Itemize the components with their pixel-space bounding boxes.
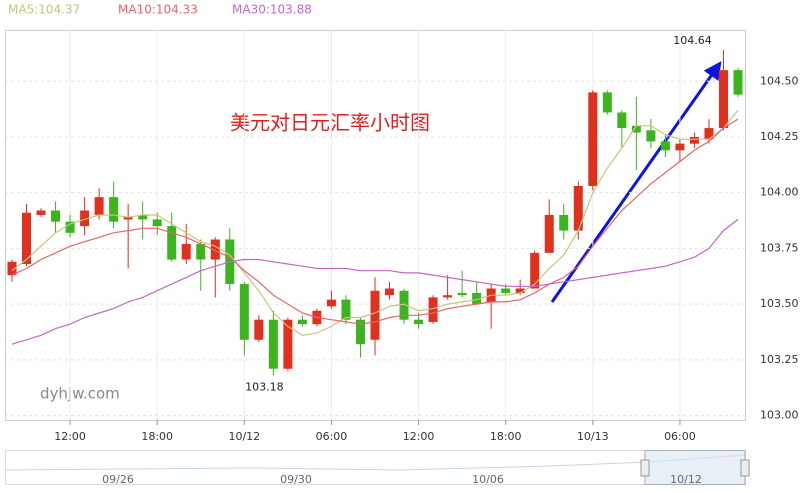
candle-body xyxy=(109,197,119,222)
candle-body xyxy=(167,226,177,260)
navigator-label: 10/06 xyxy=(472,473,504,486)
watermark: dyhjw.com xyxy=(40,385,120,403)
candle-body xyxy=(355,319,365,345)
x-tick-label: 06:00 xyxy=(664,430,696,443)
candle-body xyxy=(36,210,46,215)
candle-body xyxy=(65,221,75,233)
y-tick-label: 103.50 xyxy=(760,297,799,310)
navigator-handle[interactable] xyxy=(740,459,750,477)
ma-line xyxy=(11,118,739,325)
candle-body xyxy=(181,243,191,260)
ma-line xyxy=(11,109,739,336)
candle-body xyxy=(7,261,17,276)
candle-body xyxy=(239,284,249,340)
y-tick-label: 103.75 xyxy=(760,241,799,254)
candle-body xyxy=(704,128,714,140)
y-tick-label: 104.25 xyxy=(760,130,799,143)
candle-body xyxy=(399,290,409,320)
candle-body xyxy=(123,217,133,220)
candle-body xyxy=(631,125,641,133)
candle-body xyxy=(530,252,540,289)
y-tick-label: 103.00 xyxy=(760,409,799,422)
candle-body xyxy=(297,319,307,325)
candle-body xyxy=(617,112,627,129)
candle-body xyxy=(370,290,380,340)
candle-body xyxy=(718,70,728,129)
x-tick-label: 12:00 xyxy=(403,430,435,443)
x-tick-label: 10/13 xyxy=(577,430,609,443)
legend-label: MA5:104.37 xyxy=(8,3,80,17)
candle-body xyxy=(152,219,162,227)
candle-body xyxy=(94,197,104,215)
annotation: 103.18 xyxy=(245,380,284,393)
candle-body xyxy=(501,288,511,293)
candle-body xyxy=(646,130,656,142)
candle-body xyxy=(457,292,467,296)
candle-body xyxy=(515,288,525,293)
navigator-label: 09/26 xyxy=(102,473,134,486)
candle-body xyxy=(573,186,583,231)
legend-label: MA30:103.88 xyxy=(232,3,312,17)
y-tick-label: 104.50 xyxy=(760,74,799,87)
candle-body xyxy=(472,292,482,305)
y-tick-label: 104.00 xyxy=(760,186,799,199)
candle-body xyxy=(196,243,206,260)
legend-label: MA10:104.33 xyxy=(118,3,198,17)
candle-body xyxy=(602,92,612,113)
candle-body xyxy=(51,210,61,222)
x-tick-label: 12:00 xyxy=(54,430,86,443)
candle-body xyxy=(210,239,220,260)
x-tick-label: 18:00 xyxy=(141,430,173,443)
navigator-label: 09/30 xyxy=(280,473,312,486)
candle-body xyxy=(283,319,293,369)
candle-body xyxy=(675,143,685,151)
candle-body xyxy=(544,214,554,253)
navigator-handle[interactable] xyxy=(640,459,650,477)
candle-body xyxy=(733,70,743,95)
candle-body xyxy=(660,141,670,151)
navigator-label: 10/12 xyxy=(670,473,702,486)
x-tick-label: 18:00 xyxy=(490,430,522,443)
annotation: 104.64 xyxy=(673,34,712,47)
candle-body xyxy=(689,136,699,144)
candle-body xyxy=(80,210,90,227)
navigator-window[interactable] xyxy=(644,450,746,485)
candle-body xyxy=(341,299,351,320)
trend-arrow xyxy=(550,61,722,303)
ma-line xyxy=(11,218,739,345)
x-tick-label: 06:00 xyxy=(316,430,348,443)
candle-body xyxy=(138,214,148,220)
y-tick-label: 103.25 xyxy=(760,353,799,366)
candle-body xyxy=(559,214,569,231)
candle-body xyxy=(326,299,336,307)
navigator xyxy=(5,450,746,485)
candle-body xyxy=(588,92,598,186)
candle-body xyxy=(414,319,424,325)
candle-body xyxy=(428,297,438,322)
plot-frame xyxy=(5,30,746,421)
candle-body xyxy=(254,319,264,340)
x-tick-label: 10/12 xyxy=(228,430,260,443)
chart-title: 美元对日元汇率小时图 xyxy=(230,111,430,135)
candle-body xyxy=(268,319,278,369)
candle-body xyxy=(385,288,395,296)
candle-body xyxy=(22,212,32,264)
candle-body xyxy=(443,295,453,298)
